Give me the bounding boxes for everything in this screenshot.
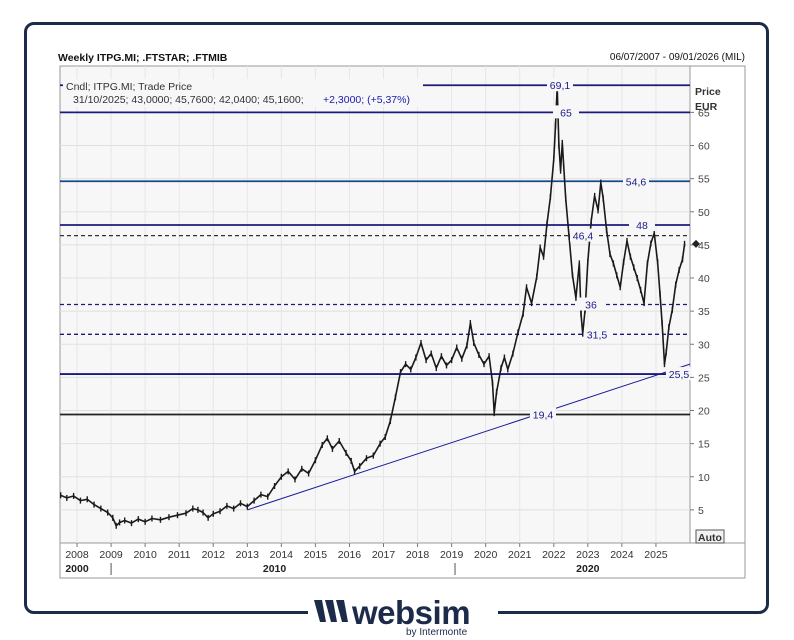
x-tick-label: 2019 bbox=[440, 549, 464, 561]
x-tick-label: 2011 bbox=[168, 549, 191, 561]
y-tick-label: 60 bbox=[698, 141, 710, 153]
level-label-bg bbox=[666, 367, 692, 381]
level-label-bg bbox=[578, 297, 604, 311]
y-axis-unit: EUR bbox=[695, 101, 718, 113]
chart-svg: 69,1 65 54,6 48 46,4 36 31,5 25,5 19,4 Cndl; ITPG… bbox=[59, 65, 746, 579]
y-tick-label: 45 bbox=[698, 240, 710, 252]
legend-change: +2,3000; (+5,37%) bbox=[323, 94, 410, 106]
level-label: 54,6 bbox=[626, 176, 647, 188]
websim-logo-text: websim bbox=[352, 594, 471, 631]
level-label-bg bbox=[570, 228, 596, 242]
level-label-bg bbox=[530, 407, 556, 421]
websim-logo-subtext: by Intermonte bbox=[406, 627, 468, 638]
legend-bg bbox=[63, 79, 423, 107]
y-tick-label: 20 bbox=[698, 406, 710, 418]
y-tick-label: 10 bbox=[698, 472, 710, 484]
x-tick-label: 2024 bbox=[610, 549, 634, 561]
x-tick-label: 2010 bbox=[133, 549, 157, 561]
x-tick-label: 2021 bbox=[508, 549, 532, 561]
trendline bbox=[247, 363, 691, 511]
y-axis-label: Price bbox=[695, 86, 721, 98]
x-axis-panel bbox=[59, 542, 746, 579]
level-label: 31,5 bbox=[587, 329, 608, 341]
y-tick-label: 50 bbox=[698, 207, 710, 219]
decade-label: 2000 bbox=[65, 563, 89, 575]
x-tick-label: 2009 bbox=[99, 549, 123, 561]
auto-button-box bbox=[695, 529, 725, 544]
y-tick-label: 25 bbox=[698, 372, 710, 384]
level-label: 46,4 bbox=[573, 231, 594, 243]
x-tick-label: 2017 bbox=[372, 549, 396, 561]
websim-logo: websim by Intermonte bbox=[308, 594, 498, 640]
level-label: 69,1 bbox=[550, 80, 571, 92]
y-tick-label: 35 bbox=[698, 306, 710, 318]
y-tick-label: 5 bbox=[698, 505, 704, 517]
level-label: 19,4 bbox=[533, 409, 554, 421]
x-tick-label: 2013 bbox=[236, 549, 260, 561]
x-tick-label: 2025 bbox=[644, 549, 668, 561]
legend-line-2: 31/10/2025; 43,0000; 45,7600; 42,0400; 4… bbox=[73, 94, 304, 106]
level-label: 25,5 bbox=[669, 369, 690, 381]
level-label: 65 bbox=[560, 107, 572, 119]
legend-line-1: Cndl; ITPG.MI; Trade Price bbox=[66, 81, 192, 93]
y-tick-label: 65 bbox=[698, 107, 710, 119]
websim-logo-mark bbox=[314, 600, 348, 622]
level-label-bg bbox=[629, 218, 655, 231]
x-tick-label: 2018 bbox=[406, 549, 430, 561]
x-tick-label: 2022 bbox=[542, 549, 566, 561]
x-tick-label: 2014 bbox=[270, 549, 294, 561]
last-price-marker bbox=[692, 239, 700, 248]
date-range: 06/07/2007 - 09/01/2026 (MIL) bbox=[609, 52, 745, 63]
auto-button-label: Auto bbox=[698, 532, 722, 544]
level-label-bg bbox=[553, 105, 579, 119]
y-tick-label: 15 bbox=[698, 439, 710, 451]
x-tick-label: 2008 bbox=[65, 549, 89, 561]
level-label: 36 bbox=[585, 300, 597, 312]
level-label: 48 bbox=[636, 220, 648, 232]
x-tick-label: 2023 bbox=[576, 549, 600, 561]
chart-title: Weekly ITPG.MI; .FTSTAR; .FTMIB bbox=[58, 52, 228, 64]
x-tick-label: 2016 bbox=[338, 549, 362, 561]
x-tick-label: 2020 bbox=[474, 549, 498, 561]
y-tick-label: 30 bbox=[698, 339, 710, 351]
x-tick-label: 2012 bbox=[202, 549, 226, 561]
level-label-bg bbox=[547, 78, 573, 92]
y-axis-panel bbox=[689, 65, 746, 544]
y-tick-label: 40 bbox=[698, 273, 710, 285]
decade-label: 2010 bbox=[263, 563, 287, 575]
level-label-bg bbox=[623, 174, 649, 188]
x-tick-label: 2015 bbox=[304, 549, 328, 561]
y-tick-label: 55 bbox=[698, 174, 710, 186]
decade-label: 2020 bbox=[576, 563, 600, 575]
level-label-bg bbox=[584, 327, 610, 341]
